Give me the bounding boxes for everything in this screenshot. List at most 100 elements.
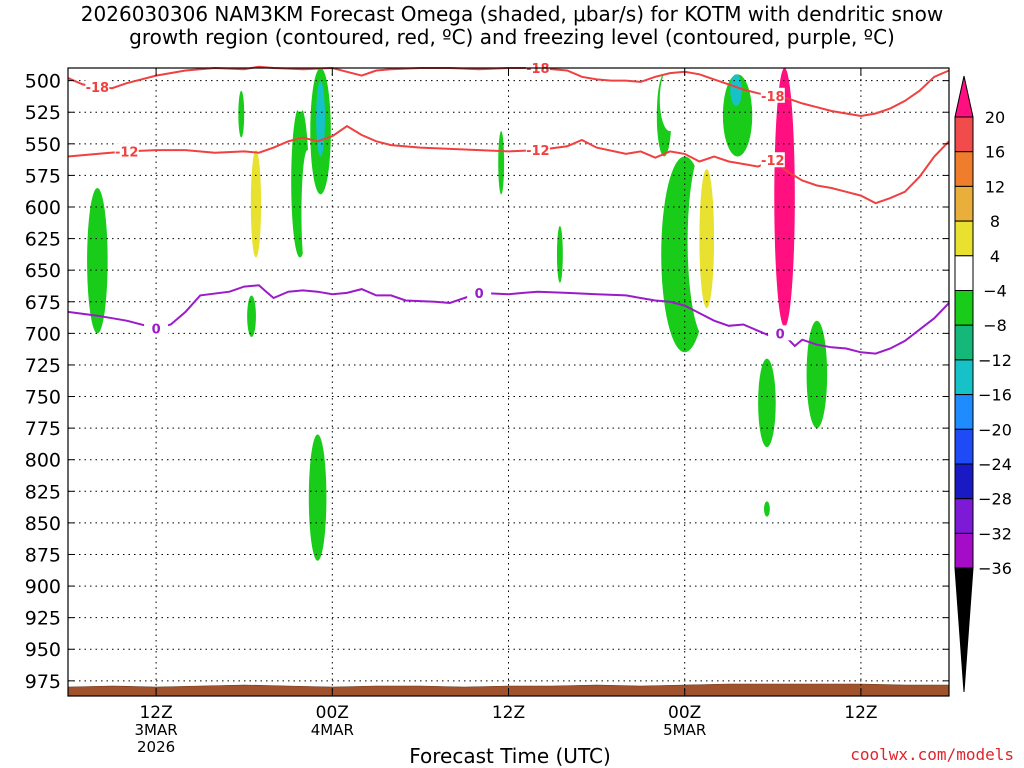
colorbar-segment-6 <box>954 324 974 361</box>
y-tick-label: 625 <box>25 229 61 251</box>
colorbar-label: 4 <box>990 247 1000 266</box>
omega-shading-layer <box>87 68 917 681</box>
contour-label-bg-1-1 <box>525 142 550 158</box>
omega-region-sinking-36 <box>802 68 814 132</box>
omega-region-sinking-26 <box>442 623 516 681</box>
omega-region-sinking-20 <box>294 74 306 113</box>
colorbar-label: 20 <box>985 108 1005 127</box>
contour-label-bg-1-0 <box>114 143 139 159</box>
contour-label--18: -18 <box>86 81 110 96</box>
omega-region-sinking-39 <box>856 447 866 498</box>
colorbar-segment-3 <box>954 220 974 257</box>
omega-region-sinking-35 <box>774 68 795 328</box>
colorbar-label: −12 <box>978 351 1012 370</box>
colorbar-label: 8 <box>990 212 1000 231</box>
omega-region-sinking-28 <box>621 345 637 473</box>
x-tick-label: 12Z <box>844 703 877 723</box>
omega-region-sinking-23 <box>341 333 350 410</box>
contour-label--18: -18 <box>761 90 785 105</box>
colorbar: 20 16 12 8 4 −4 −8 −12 −16 −20 −24 −28 −32 −36 <box>954 75 1012 693</box>
omega-region-sinking-38 <box>882 276 904 384</box>
credit-link[interactable]: coolwx.com/models <box>850 745 1014 764</box>
colorbar-label: −32 <box>978 524 1012 543</box>
omega-region-rising-17 <box>763 501 770 517</box>
contour-label--12: -12 <box>526 144 550 159</box>
colorbar-segment-5 <box>954 290 974 326</box>
x-tick-label: 00Z <box>668 703 701 723</box>
colorbar-segment-0 <box>954 116 974 153</box>
pressure-axis: 500 525 550 575 600 625 650 675 700 725 750 775 800 8… <box>25 71 949 693</box>
y-tick-label: 550 <box>25 134 61 156</box>
y-tick-label: 750 <box>25 387 61 409</box>
colorbar-segment-1 <box>954 151 974 187</box>
contour-label-0: 0 <box>152 322 161 337</box>
y-tick-label: 700 <box>25 323 61 345</box>
y-tick-label: 575 <box>25 165 61 187</box>
y-tick-label: 675 <box>25 292 61 314</box>
colorbar-segment-9 <box>954 428 974 465</box>
x-tick-label: 12Z <box>139 703 172 723</box>
omega-region-sinking-21 <box>301 150 314 277</box>
colorbar-segment-8 <box>954 394 974 430</box>
omega-region-sinking-32 <box>727 257 745 372</box>
omega-region-rising-7 <box>498 131 505 195</box>
contour-label-bg-1-2 <box>760 152 785 168</box>
y-tick-label: 950 <box>25 639 61 661</box>
colorbar-label: −4 <box>983 282 1007 301</box>
contour-label--12: -12 <box>115 145 139 160</box>
contour-label-bg-0-1 <box>467 284 492 300</box>
colorbar-segment-11 <box>954 498 974 534</box>
x-tick-label: 00Z <box>316 703 349 723</box>
x-tick-label: 5MAR <box>663 721 706 739</box>
colorbar-label: 16 <box>985 143 1005 162</box>
colorbar-label: −28 <box>978 490 1012 509</box>
omega-region-sinking-29 <box>659 68 681 132</box>
contour-label-bg-0-0 <box>144 320 169 336</box>
omega-region-sinking-22 <box>338 156 350 283</box>
colorbar-segment-4 <box>954 255 974 292</box>
y-tick-label: 975 <box>25 671 61 693</box>
colorbar-label: −8 <box>983 316 1007 335</box>
contour-label--12: -12 <box>761 154 785 169</box>
contour--18 <box>67 65 950 118</box>
omega-region-rising-4 <box>316 80 325 157</box>
y-tick-label: 725 <box>25 355 61 377</box>
y-tick-label: 875 <box>25 544 61 566</box>
y-tick-label: 600 <box>25 197 61 219</box>
omega-region-sinking-27 <box>389 655 408 669</box>
omega-region-sinking-24 <box>366 194 375 271</box>
contour-layer: 0 0 0 -12 -12 -12 -18 -18 -18 <box>67 60 950 355</box>
y-tick-label: 500 <box>25 71 61 93</box>
colorbar-label: −36 <box>978 559 1012 578</box>
grid-layer <box>68 68 949 696</box>
x-tick-label: 4MAR <box>311 721 354 739</box>
contour--12 <box>67 124 950 205</box>
contour-0 <box>67 284 950 355</box>
y-tick-label: 525 <box>25 102 61 124</box>
y-tick-label: 825 <box>25 481 61 503</box>
x-axis-title: Forecast Time (UTC) <box>409 744 611 768</box>
x-tick-label: 2026 <box>137 738 175 756</box>
contour-label-bg-2-0 <box>85 78 110 94</box>
y-tick-label: 925 <box>25 608 61 630</box>
omega-region-sinking-33 <box>671 484 684 542</box>
contour-label-bg-2-2 <box>760 87 785 103</box>
y-tick-label: 800 <box>25 450 61 472</box>
contour-label-0: 0 <box>776 327 785 342</box>
colorbar-top-arrow <box>954 75 974 118</box>
colorbar-bottom-arrow <box>954 567 974 693</box>
colorbar-label: −16 <box>978 386 1012 405</box>
contour-label-bg-0-2 <box>768 325 793 341</box>
colorbar-label: −20 <box>978 420 1012 439</box>
omega-region-sinking-19 <box>250 150 262 258</box>
colorbar-label: 12 <box>985 177 1005 196</box>
y-tick-label: 775 <box>25 418 61 440</box>
colorbar-segment-2 <box>954 185 974 222</box>
colorbar-segment-7 <box>954 359 974 396</box>
omega-region-rising-13 <box>730 74 742 106</box>
omega-region-rising-0 <box>87 188 108 334</box>
omega-region-rising-14 <box>758 358 776 448</box>
omega-region-rising-1 <box>247 295 256 338</box>
